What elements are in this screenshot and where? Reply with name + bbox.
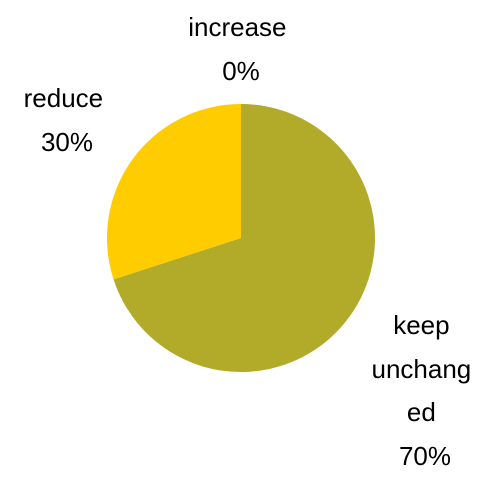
slice-label-increase-line-1: increase (188, 12, 286, 42)
slice-label-keep-unchanged-line-3: ed (407, 397, 436, 427)
slice-label-reduce: reduce 30% (24, 83, 111, 157)
pie-slice-reduce (107, 104, 242, 280)
pie-slices (107, 104, 376, 373)
pie-slice-keep-unchang-ed (113, 104, 376, 373)
slice-label-keep-unchanged-line-2: unchang (372, 354, 472, 384)
slice-label-keep-unchanged: keep unchang ed 70% (372, 310, 479, 471)
slice-label-reduce-percent: 30% (41, 127, 93, 157)
slice-label-keep-unchanged-line-1: keep (393, 310, 449, 340)
slice-label-increase-percent: 0% (222, 56, 260, 86)
slice-label-keep-unchanged-percent: 70% (399, 441, 451, 471)
slice-label-reduce-line-1: reduce (24, 83, 104, 113)
slice-label-increase: increase 0% (188, 12, 294, 86)
